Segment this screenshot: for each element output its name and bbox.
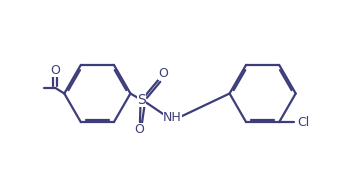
Text: S: S [137, 93, 146, 107]
Text: O: O [134, 123, 144, 136]
Text: O: O [50, 64, 60, 77]
Text: NH: NH [163, 110, 182, 123]
Text: O: O [158, 67, 168, 80]
Text: Cl: Cl [297, 116, 309, 129]
